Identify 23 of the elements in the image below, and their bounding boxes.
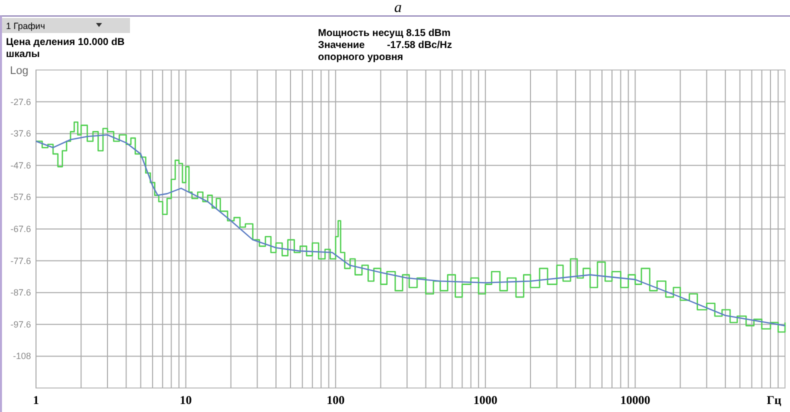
x-tick-label: 1000	[473, 393, 498, 407]
y-axis-title: Log	[10, 65, 28, 77]
y-tick-label: -37.6	[10, 128, 31, 139]
text: Цена деления 10.000 dB	[6, 37, 125, 48]
y-tick-label: -47.6	[10, 160, 31, 170]
text: шкалы	[6, 49, 40, 60]
text: опорного уровня	[318, 52, 404, 63]
x-tick-label: 10	[180, 393, 192, 407]
y-tick-label: -77.6	[10, 256, 31, 266]
x-tick-label: 1	[33, 393, 39, 407]
y-tick-label: -108	[12, 351, 31, 362]
y-tick-label: -27.6	[10, 96, 31, 107]
y-tick-label: -57.6	[10, 192, 31, 202]
x-tick-label: 100	[326, 393, 345, 407]
text: 1 Графич	[6, 21, 46, 31]
x-tick-label: 10000	[620, 393, 650, 407]
x-axis-title: Гц	[766, 393, 782, 407]
text: Мощность несущ 8.15 dBm	[318, 28, 451, 39]
y-tick-label: -97.6	[10, 319, 31, 330]
text: Значение -17.58 dBc/Hz	[318, 40, 452, 51]
y-tick-label: -87.6	[10, 288, 31, 298]
chart-title: a	[394, 0, 402, 16]
y-tick-label: -67.6	[10, 224, 31, 234]
